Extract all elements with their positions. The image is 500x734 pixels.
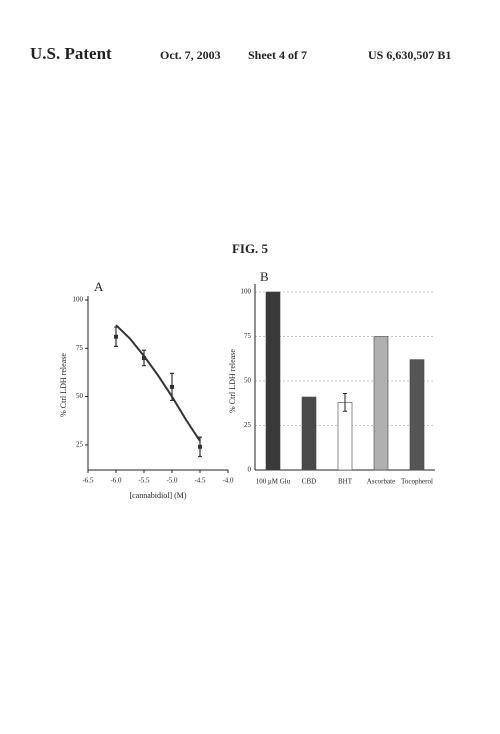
error-bar [343, 392, 347, 412]
y-axis-label: % Ctrl LDH release [228, 349, 237, 413]
x-tick-label: -6.5 [82, 477, 94, 485]
fit-curve [115, 324, 201, 442]
y-tick-label: 100 [73, 296, 84, 304]
y-tick-label: 100 [241, 288, 252, 296]
x-tick-label: -5.0 [166, 477, 178, 485]
figure-title: FIG. 5 [232, 241, 269, 256]
x-tick-label: 100 μM Glu [256, 478, 291, 486]
y-tick-label: 50 [244, 377, 252, 385]
x-tick-label: -4.5 [194, 477, 206, 485]
data-point [142, 355, 146, 360]
panel-label: A [94, 279, 104, 294]
y-tick-label: 0 [248, 466, 252, 474]
bar [409, 359, 425, 471]
bar [337, 402, 353, 471]
header-number: US 6,630,507 B1 [368, 48, 451, 62]
x-tick-label: Ascorbate [367, 478, 395, 486]
data-point [114, 334, 118, 339]
x-tick-label: Tocopherol [401, 478, 433, 486]
y-tick-label: 25 [76, 440, 84, 448]
y-tick-label: 75 [244, 332, 252, 340]
y-tick-label: 50 [76, 392, 84, 400]
x-tick-label: CBD [302, 478, 316, 486]
header-left: U.S. Patent [30, 44, 112, 63]
x-axis-label: [cannabidiol] (M) [129, 491, 186, 500]
panel-label: B [260, 269, 269, 284]
x-tick-label: -5.5 [138, 477, 150, 485]
x-tick-label: -6.0 [110, 477, 122, 485]
y-axis-label: % Ctrl LDH release [59, 353, 68, 417]
x-tick-label: BHT [338, 478, 353, 486]
data-point [170, 384, 174, 389]
y-tick-label: 25 [244, 421, 252, 429]
header-date: Oct. 7, 2003 [160, 48, 221, 62]
bar [373, 336, 389, 471]
bar [265, 291, 281, 471]
y-tick-label: 75 [76, 344, 84, 352]
data-point [198, 444, 202, 449]
x-tick-label: -4.0 [222, 477, 234, 485]
header-sheet: Sheet 4 of 7 [248, 48, 307, 62]
bar [301, 396, 317, 471]
